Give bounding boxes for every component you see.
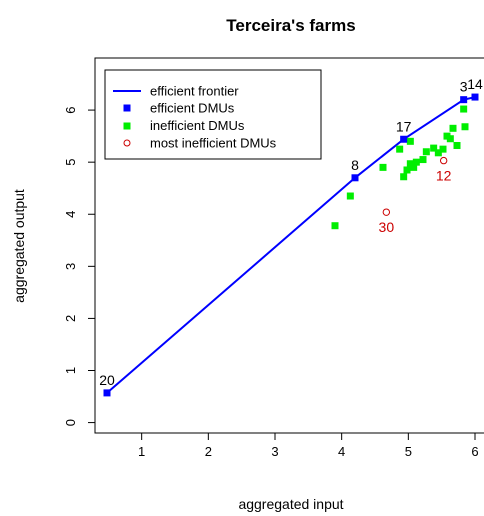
y-tick-label: 0 [63, 419, 78, 426]
chart-title: Terceira's farms [226, 16, 355, 35]
x-tick-label: 6 [471, 444, 478, 459]
legend-label-efficient-dmus: efficient DMUs [150, 101, 235, 116]
y-axis-label: aggregated output [11, 189, 27, 303]
y-tick-label: 4 [63, 211, 78, 218]
inefficient-dmu-point [461, 123, 469, 131]
x-tick-label: 3 [271, 444, 278, 459]
labels-layer: 30 12 20 8 17 3 14 [99, 76, 483, 388]
x-tick-label: 5 [405, 444, 412, 459]
legend-label-most-inefficient-dmus: most inefficient DMUs [150, 136, 277, 151]
legend-most-inefficient-marker [123, 139, 131, 147]
inefficient-dmu-point [430, 144, 438, 152]
y-tick-label: 5 [63, 159, 78, 166]
inefficient-dmu-point [419, 156, 427, 164]
inefficient-dmu-point [453, 142, 461, 149]
inefficient-dmu-point [346, 192, 354, 200]
y-tick-label: 1 [63, 367, 78, 374]
efficient-dmu-label: 14 [467, 76, 483, 92]
points-layer [103, 93, 479, 397]
y-tick-label: 6 [63, 106, 78, 113]
inefficient-dmu-point [446, 135, 454, 143]
x-axis-label: aggregated input [238, 496, 343, 512]
efficient-dmu-label: 17 [396, 118, 412, 134]
inefficient-dmu-point [439, 145, 447, 153]
efficient-dmu-point [351, 174, 359, 182]
most-inefficient-dmu-label: 12 [436, 168, 452, 184]
legend-box [104, 69, 322, 160]
plot-border [94, 57, 484, 434]
inefficient-dmu-point [460, 105, 468, 113]
y-tick-label: 2 [63, 315, 78, 322]
x-axis: 1 2 3 4 5 6 [138, 433, 479, 459]
inefficient-dmu-point [412, 158, 420, 166]
inefficient-dmu-point [449, 124, 457, 132]
legend-inefficient-marker [123, 122, 131, 130]
x-tick-label: 1 [138, 444, 145, 459]
inefficient-dmu-point [400, 173, 408, 181]
x-tick-label: 2 [205, 444, 212, 459]
most-inefficient-dmu-point [439, 156, 448, 165]
y-axis: 0 1 2 3 4 5 6 [63, 106, 95, 426]
inefficient-dmu-point [410, 163, 418, 171]
legend-label-inefficient-dmus: inefficient DMUs [150, 118, 245, 133]
efficient-dmu-point [103, 389, 111, 397]
inefficient-dmu-point [422, 148, 430, 156]
legend: efficient frontier efficient DMUs ineffi… [104, 69, 322, 160]
inefficient-dmu-point [396, 145, 404, 153]
legend-efficient-marker [123, 104, 131, 112]
inefficient-dmu-point [403, 166, 411, 174]
inefficient-dmu-point [406, 160, 414, 168]
inefficient-dmu-point [331, 222, 339, 230]
efficient-dmu-point [400, 135, 408, 143]
most-inefficient-dmu-label: 30 [379, 219, 395, 235]
efficient-dmu-label: 8 [351, 157, 359, 173]
most-inefficient-dmu-point [382, 208, 391, 216]
efficient-dmu-label: 20 [99, 372, 115, 388]
inefficient-dmu-point [379, 163, 387, 171]
x-tick-label: 4 [338, 444, 345, 459]
inefficient-dmu-point [434, 149, 442, 157]
efficient-dmu-label: 3 [460, 79, 468, 95]
efficient-dmu-point [460, 96, 468, 104]
legend-label-efficient-frontier: efficient frontier [150, 84, 239, 99]
y-tick-label: 3 [63, 263, 78, 270]
inefficient-dmu-point [406, 137, 414, 145]
efficient-dmu-point [471, 93, 479, 101]
